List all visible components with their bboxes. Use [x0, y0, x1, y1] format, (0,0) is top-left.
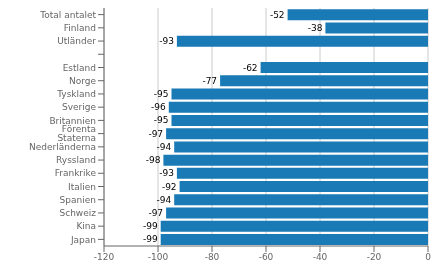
svg-text:Frankrike: Frankrike — [55, 168, 97, 178]
svg-text:Total antalet: Total antalet — [39, 10, 96, 20]
svg-text:Ryssland: Ryssland — [56, 155, 96, 165]
svg-text:-120: -120 — [94, 252, 115, 262]
svg-text:-77: -77 — [202, 76, 217, 86]
svg-text:-52: -52 — [270, 10, 285, 20]
svg-text:Britannien: Britannien — [49, 116, 96, 126]
svg-text:-99: -99 — [143, 221, 158, 231]
svg-text:-98: -98 — [146, 155, 161, 165]
svg-text:Kina: Kina — [76, 221, 96, 231]
svg-text:-95: -95 — [154, 89, 169, 99]
svg-text:Italien: Italien — [68, 182, 96, 192]
svg-text:-20: -20 — [367, 252, 382, 262]
svg-text:Utländer: Utländer — [57, 36, 96, 46]
svg-text:Finland: Finland — [64, 23, 96, 33]
svg-text:-40: -40 — [313, 252, 328, 262]
svg-text:-94: -94 — [156, 195, 171, 205]
svg-text:Estland: Estland — [63, 63, 96, 73]
svg-text:Sverige: Sverige — [62, 102, 96, 112]
svg-text:0: 0 — [425, 252, 431, 262]
svg-text:-94: -94 — [156, 142, 171, 152]
svg-text:Nederländerna: Nederländerna — [29, 142, 96, 152]
svg-text:-97: -97 — [148, 129, 163, 139]
svg-text:-100: -100 — [148, 252, 169, 262]
svg-text:Japan: Japan — [70, 235, 96, 245]
svg-text:-93: -93 — [159, 36, 174, 46]
svg-text:Tyskland: Tyskland — [56, 89, 96, 99]
svg-text:Schweiz: Schweiz — [60, 208, 97, 218]
svg-text:-38: -38 — [308, 23, 323, 33]
svg-text:-99: -99 — [143, 234, 158, 244]
svg-text:FörentaStaterna: FörentaStaterna — [57, 124, 96, 143]
svg-text:-62: -62 — [243, 63, 258, 73]
svg-text:-95: -95 — [154, 115, 169, 125]
svg-text:-97: -97 — [148, 208, 163, 218]
svg-text:-80: -80 — [205, 252, 220, 262]
svg-text:-92: -92 — [162, 182, 177, 192]
svg-text:Norge: Norge — [69, 76, 96, 86]
svg-text:-96: -96 — [151, 102, 166, 112]
svg-text:-93: -93 — [159, 168, 174, 178]
svg-text:Spanien: Spanien — [60, 195, 96, 205]
svg-text:-60: -60 — [259, 252, 274, 262]
